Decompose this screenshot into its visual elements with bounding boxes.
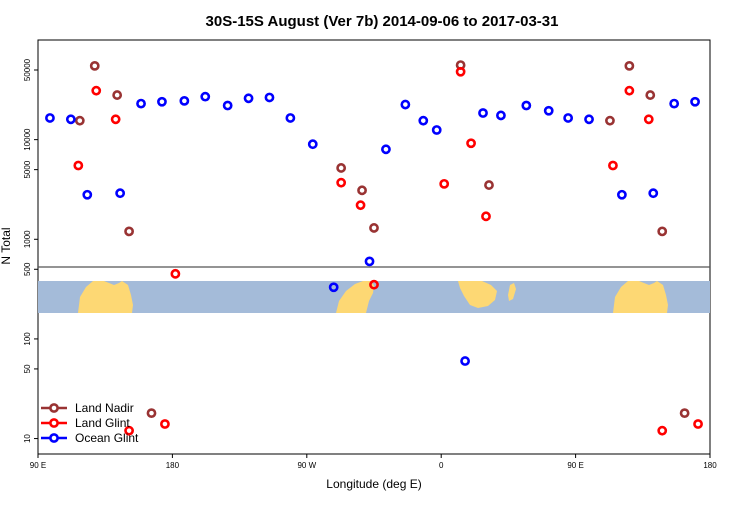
land-glint-point <box>170 268 181 279</box>
land-glint-point <box>336 177 347 188</box>
ocean-glint-point <box>222 100 233 111</box>
land-nadir-point <box>112 90 123 100</box>
land-nadir-point <box>369 223 379 233</box>
land-glint-point <box>693 419 703 429</box>
world-map-strip <box>38 281 710 313</box>
ocean-glint-point <box>243 93 254 104</box>
ocean-glint-point <box>45 113 55 123</box>
australia-landmass-repeat <box>613 281 668 313</box>
land-glint-point <box>481 211 491 222</box>
land-nadir-point <box>146 408 157 419</box>
ocean-glint-point <box>496 110 506 121</box>
ocean-glint-point <box>418 115 429 126</box>
ocean-glint-point <box>115 188 126 199</box>
land-nadir-point <box>357 185 367 196</box>
ocean-glint-point <box>200 91 211 102</box>
land-nadir-point <box>624 60 635 71</box>
chart-title: 30S-15S August (Ver 7b) 2014-09-06 to 20… <box>206 13 559 30</box>
y-tick-label: 50 <box>23 364 32 373</box>
legend-label-land-glint: Land Glint <box>75 416 130 430</box>
ocean-glint-point <box>648 188 659 199</box>
plot-frame <box>37 39 711 455</box>
madagascar-landmass <box>508 283 516 301</box>
land-glint-point <box>124 425 134 436</box>
land-glint-point <box>466 138 476 149</box>
land-nadir-point <box>336 163 347 173</box>
land-nadir-point <box>124 226 134 237</box>
x-tick-label: 0 <box>439 461 444 470</box>
ocean-glint-point <box>328 282 339 293</box>
land-glint-point <box>455 66 466 77</box>
ocean-glint-point <box>584 114 594 125</box>
ocean-glint-point <box>460 356 470 366</box>
y-tick-label: 50000 <box>23 58 32 81</box>
land-glint-point <box>643 114 654 125</box>
land-nadir-point <box>657 226 668 237</box>
ocean-glint-point <box>381 144 391 155</box>
ocean-glint-point <box>669 98 680 109</box>
x-tick-label: 90 E <box>567 461 583 470</box>
y-axis-ticks: 10 50 100 500 1000 5000 10000 50000 <box>23 58 38 443</box>
x-axis-ticks: 90 E 180 90 W 0 90 E 180 <box>30 454 717 470</box>
land-nadir-point <box>605 115 615 126</box>
y-axis-label: N Total <box>0 227 13 264</box>
ocean-glint-point <box>400 99 411 110</box>
ocean-glint-point <box>431 125 442 135</box>
land-nadir-point <box>89 60 100 71</box>
ocean-glint-point <box>179 95 190 106</box>
ocean-glint-point <box>264 92 275 103</box>
legend-label-ocean-glint: Ocean Glint <box>75 431 139 445</box>
land-glint-point <box>73 160 84 171</box>
ocean-glint-point <box>157 96 167 107</box>
south-america-landmass <box>336 281 374 313</box>
y-tick-label: 10 <box>23 434 32 443</box>
x-tick-label: 90 W <box>297 461 316 470</box>
ocean-glint-point <box>563 113 574 123</box>
y-tick-label: 500 <box>23 262 32 276</box>
land-nadir-point <box>74 115 85 126</box>
land-nadir-point <box>484 180 494 190</box>
y-tick-label: 100 <box>23 332 32 346</box>
land-glint-point <box>110 114 121 125</box>
ocean-glint-point <box>543 105 554 116</box>
ocean-glint-point <box>521 100 532 111</box>
australia-landmass <box>78 281 133 313</box>
land-nadir-point <box>679 408 690 419</box>
land-glint-point <box>160 419 170 429</box>
land-glint-point <box>624 85 635 96</box>
legend-marker-land-glint <box>49 418 59 428</box>
x-tick-label: 90 E <box>30 461 46 470</box>
y-tick-label: 10000 <box>23 128 32 151</box>
ocean-glint-point <box>82 189 93 200</box>
ocean-glint-point <box>616 189 627 200</box>
data-points <box>45 60 703 436</box>
x-tick-label: 180 <box>703 461 717 470</box>
land-glint-point <box>657 425 668 436</box>
land-glint-point <box>439 178 450 189</box>
land-glint-point <box>608 160 618 171</box>
land-glint-point <box>91 85 102 96</box>
x-axis-label: Longitude (deg E) <box>326 477 421 491</box>
ocean-glint-point <box>285 113 296 123</box>
legend-marker-land-nadir <box>49 403 59 413</box>
ocean-glint-point <box>478 108 488 118</box>
legend-marker-ocean-glint <box>49 433 59 443</box>
land-nadir-point <box>645 90 656 100</box>
ocean-glint-point <box>136 98 146 109</box>
x-tick-label: 180 <box>166 461 180 470</box>
ocean-band <box>38 281 710 313</box>
africa-landmass <box>458 281 497 308</box>
ocean-glint-point <box>690 96 700 107</box>
ocean-glint-point <box>65 114 76 125</box>
ocean-glint-point <box>307 139 318 150</box>
land-glint-point <box>355 200 366 211</box>
y-tick-label: 5000 <box>23 160 32 178</box>
y-tick-label: 1000 <box>23 230 32 248</box>
legend-label-land-nadir: Land Nadir <box>75 401 134 415</box>
ocean-glint-point <box>364 256 375 267</box>
land-glint-point <box>369 279 379 290</box>
